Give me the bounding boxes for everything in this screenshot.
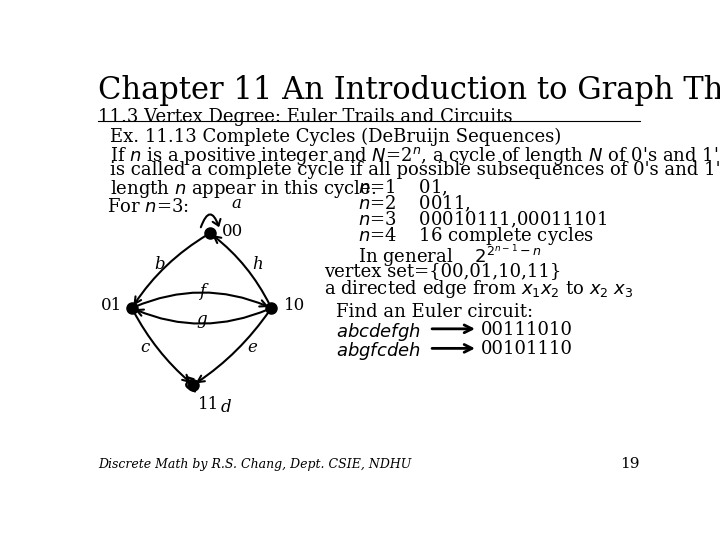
Text: a directed edge from $x_1x_2$ to $x_2$ $x_3$: a directed edge from $x_1x_2$ to $x_2$ $… <box>324 278 634 300</box>
Text: $n$=2    0011,: $n$=2 0011, <box>358 194 470 214</box>
Text: $n$=1    01,: $n$=1 01, <box>358 178 448 198</box>
Text: 00101110: 00101110 <box>481 341 572 359</box>
FancyArrowPatch shape <box>201 214 220 227</box>
Text: 11.3 Vertex Degree: Euler Trails and Circuits: 11.3 Vertex Degree: Euler Trails and Cir… <box>98 109 513 126</box>
Text: 00: 00 <box>222 222 243 240</box>
Text: Chapter 11 An Introduction to Graph Theory: Chapter 11 An Introduction to Graph Theo… <box>98 75 720 106</box>
Text: 10: 10 <box>284 298 305 314</box>
Text: 19: 19 <box>620 457 639 471</box>
Text: $abgfcdeh$: $abgfcdeh$ <box>336 341 420 362</box>
Text: d: d <box>220 400 231 416</box>
FancyArrowPatch shape <box>186 377 195 392</box>
Text: e: e <box>247 339 257 356</box>
Text: c: c <box>140 339 149 356</box>
Text: b: b <box>154 256 165 273</box>
Text: In general    $2^{2^{n-1}-n}$: In general $2^{2^{n-1}-n}$ <box>358 242 541 270</box>
Text: 00111010: 00111010 <box>481 321 572 339</box>
Text: 01: 01 <box>101 298 122 314</box>
Text: Find an Euler circuit:: Find an Euler circuit: <box>336 302 533 321</box>
Text: For $n$=3:: For $n$=3: <box>107 198 189 216</box>
Text: g: g <box>197 310 207 328</box>
Text: Ex. 11.13 Complete Cycles (DeBruijn Sequences): Ex. 11.13 Complete Cycles (DeBruijn Sequ… <box>109 128 561 146</box>
Text: a: a <box>232 195 242 212</box>
Text: h: h <box>252 256 263 273</box>
Text: $n$=3    00010111,00011101: $n$=3 00010111,00011101 <box>358 210 607 230</box>
Text: $n$=4    16 complete cycles: $n$=4 16 complete cycles <box>358 225 594 247</box>
Text: is called a complete cycle if all possible subsequences of 0's and 1's of: is called a complete cycle if all possib… <box>109 161 720 179</box>
Text: Discrete Math by R.S. Chang, Dept. CSIE, NDHU: Discrete Math by R.S. Chang, Dept. CSIE,… <box>98 458 411 471</box>
Text: length $n$ appear in this cycle.: length $n$ appear in this cycle. <box>109 178 376 200</box>
Text: $abcdefgh$: $abcdefgh$ <box>336 321 420 343</box>
Text: 11: 11 <box>198 396 219 414</box>
Text: f: f <box>199 283 204 300</box>
Text: If $n$ is a positive integer and $N$=2$^n$, a cycle of length $N$ of 0's and 1's: If $n$ is a positive integer and $N$=2$^… <box>109 145 720 167</box>
Text: vertex set={00,01,10,11}: vertex set={00,01,10,11} <box>324 262 562 280</box>
